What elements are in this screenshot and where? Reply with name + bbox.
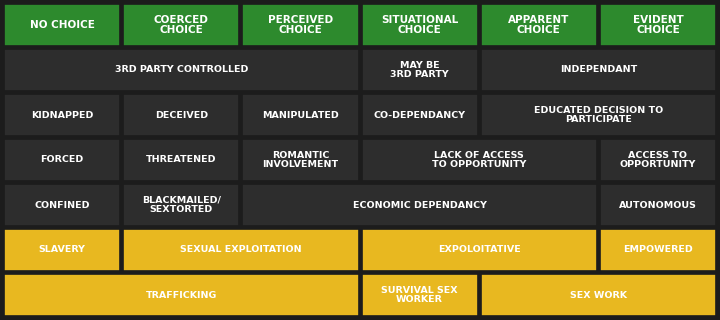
FancyBboxPatch shape: [481, 274, 716, 316]
FancyBboxPatch shape: [243, 4, 359, 46]
FancyBboxPatch shape: [361, 274, 477, 316]
Text: SEX WORK: SEX WORK: [570, 291, 627, 300]
FancyBboxPatch shape: [4, 229, 120, 271]
Text: EDUCATED DECISION TO
PARTICIPATE: EDUCATED DECISION TO PARTICIPATE: [534, 106, 663, 124]
FancyBboxPatch shape: [600, 139, 716, 181]
FancyBboxPatch shape: [600, 4, 716, 46]
FancyBboxPatch shape: [361, 94, 477, 136]
FancyBboxPatch shape: [123, 184, 239, 226]
FancyBboxPatch shape: [123, 139, 239, 181]
FancyBboxPatch shape: [243, 139, 359, 181]
Text: CONFINED: CONFINED: [35, 201, 90, 210]
Text: LACK OF ACCESS
TO OPPORTUNITY: LACK OF ACCESS TO OPPORTUNITY: [432, 151, 526, 169]
Text: MAY BE
3RD PARTY: MAY BE 3RD PARTY: [390, 61, 449, 79]
Text: TRAFFICKING: TRAFFICKING: [145, 291, 217, 300]
FancyBboxPatch shape: [123, 94, 239, 136]
Text: APPARENT
CHOICE: APPARENT CHOICE: [508, 15, 570, 36]
FancyBboxPatch shape: [123, 229, 359, 271]
Text: BLACKMAILED/
SEXTORTED: BLACKMAILED/ SEXTORTED: [142, 196, 221, 214]
Text: COERCED
CHOICE: COERCED CHOICE: [154, 15, 209, 36]
Text: SEXUAL EXPLOITATION: SEXUAL EXPLOITATION: [180, 245, 302, 254]
FancyBboxPatch shape: [4, 184, 120, 226]
Text: ROMANTIC
INVOLVEMENT: ROMANTIC INVOLVEMENT: [262, 151, 338, 169]
FancyBboxPatch shape: [4, 94, 120, 136]
FancyBboxPatch shape: [481, 94, 716, 136]
Text: EXPOLOITATIVE: EXPOLOITATIVE: [438, 245, 521, 254]
FancyBboxPatch shape: [361, 229, 597, 271]
FancyBboxPatch shape: [361, 139, 597, 181]
Text: FORCED: FORCED: [40, 156, 84, 164]
Text: CO-DEPENDANCY: CO-DEPENDANCY: [374, 110, 466, 119]
FancyBboxPatch shape: [123, 4, 239, 46]
FancyBboxPatch shape: [4, 49, 359, 91]
FancyBboxPatch shape: [4, 274, 359, 316]
FancyBboxPatch shape: [243, 184, 597, 226]
Text: AUTONOMOUS: AUTONOMOUS: [619, 201, 697, 210]
Text: MANIPULATED: MANIPULATED: [262, 110, 339, 119]
Text: SLAVERY: SLAVERY: [39, 245, 86, 254]
Text: ECONOMIC DEPENDANCY: ECONOMIC DEPENDANCY: [353, 201, 487, 210]
Text: SITUATIONAL
CHOICE: SITUATIONAL CHOICE: [381, 15, 458, 36]
FancyBboxPatch shape: [600, 229, 716, 271]
Text: ACCESS TO
OPPORTUNITY: ACCESS TO OPPORTUNITY: [620, 151, 696, 169]
FancyBboxPatch shape: [600, 184, 716, 226]
FancyBboxPatch shape: [481, 4, 597, 46]
Text: EMPOWERED: EMPOWERED: [623, 245, 693, 254]
FancyBboxPatch shape: [481, 49, 716, 91]
Text: KIDNAPPED: KIDNAPPED: [31, 110, 94, 119]
Text: 3RD PARTY CONTROLLED: 3RD PARTY CONTROLLED: [114, 66, 248, 75]
FancyBboxPatch shape: [4, 4, 120, 46]
Text: NO CHOICE: NO CHOICE: [30, 20, 94, 30]
FancyBboxPatch shape: [243, 94, 359, 136]
FancyBboxPatch shape: [4, 139, 120, 181]
FancyBboxPatch shape: [361, 49, 477, 91]
Text: PERCEIVED
CHOICE: PERCEIVED CHOICE: [268, 15, 333, 36]
Text: EVIDENT
CHOICE: EVIDENT CHOICE: [633, 15, 683, 36]
FancyBboxPatch shape: [361, 4, 477, 46]
Text: INDEPENDANT: INDEPENDANT: [559, 66, 637, 75]
Text: THREATENED: THREATENED: [146, 156, 217, 164]
Text: SURVIVAL SEX
WORKER: SURVIVAL SEX WORKER: [382, 286, 458, 304]
Text: DECEIVED: DECEIVED: [155, 110, 208, 119]
